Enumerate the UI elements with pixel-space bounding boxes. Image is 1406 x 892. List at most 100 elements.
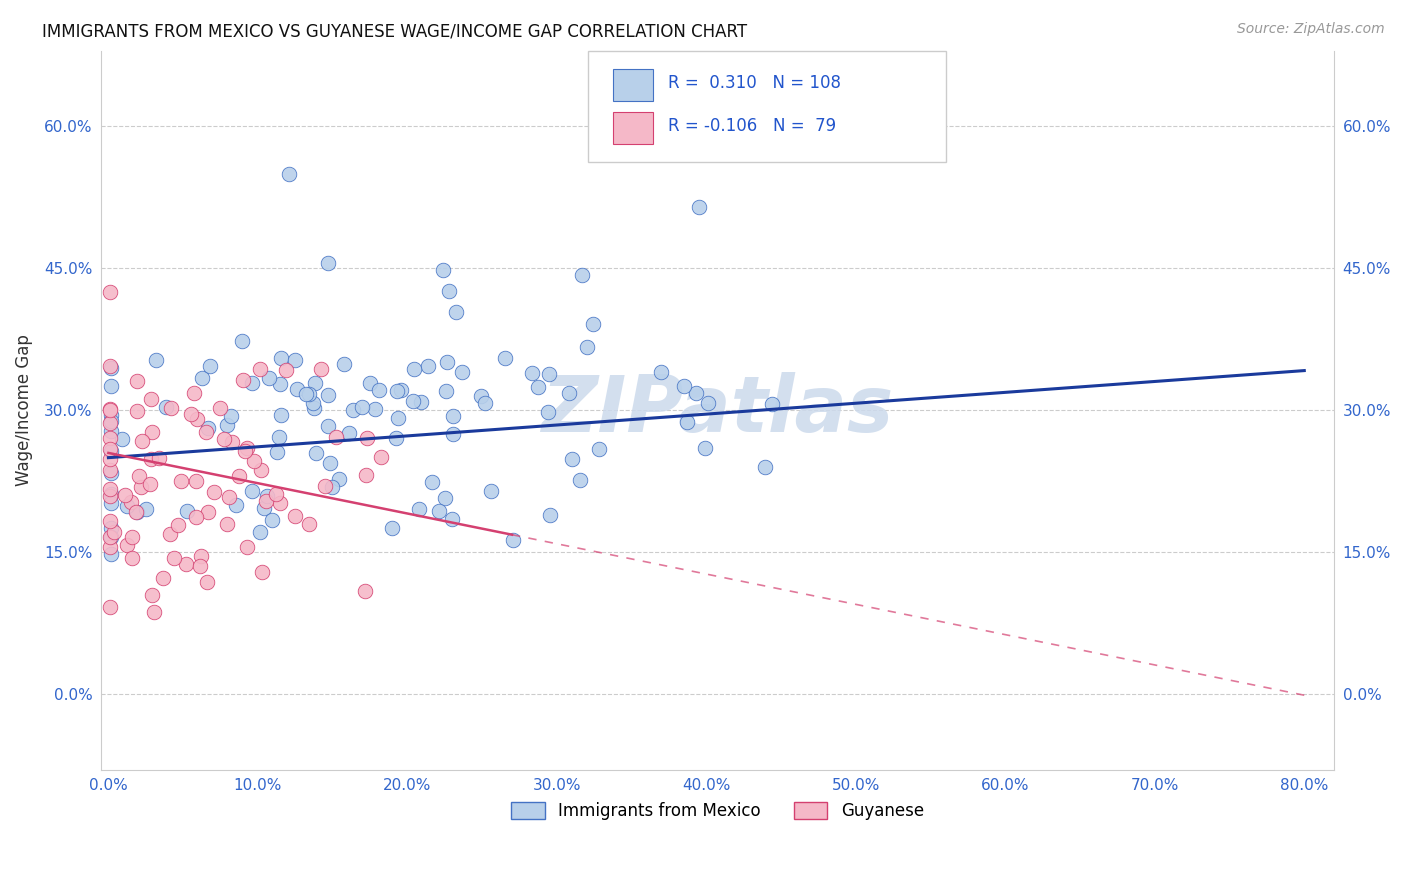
Point — [141, 425, 163, 439]
Point — [148, 451, 170, 466]
Point — [143, 606, 166, 620]
Point — [240, 483, 263, 498]
Point — [571, 268, 593, 282]
Point — [576, 340, 599, 354]
Point — [215, 417, 238, 432]
Point — [439, 284, 461, 298]
Point — [266, 444, 288, 458]
Point — [100, 378, 122, 392]
Point — [270, 351, 292, 365]
Point — [370, 450, 392, 464]
Point — [444, 304, 467, 318]
Point — [479, 484, 502, 499]
Point — [141, 588, 163, 602]
Point — [582, 317, 605, 331]
Point — [100, 425, 122, 439]
Point — [363, 402, 385, 417]
Point — [561, 452, 583, 467]
Point — [385, 384, 408, 398]
Point — [675, 415, 697, 429]
Point — [218, 490, 240, 504]
Point — [278, 167, 301, 181]
Point — [538, 508, 561, 522]
Point — [416, 359, 439, 373]
Point — [432, 262, 454, 277]
Text: R =  0.310   N = 108: R = 0.310 N = 108 — [668, 74, 841, 92]
Point — [125, 505, 148, 519]
Point — [212, 432, 235, 446]
Point — [195, 575, 218, 590]
Point — [100, 360, 122, 375]
Point — [304, 401, 326, 415]
Point — [754, 459, 776, 474]
Point — [269, 430, 291, 444]
Point — [441, 409, 464, 423]
Point — [249, 362, 271, 376]
Point — [408, 502, 430, 516]
Point — [176, 504, 198, 518]
Point — [328, 473, 350, 487]
Point — [314, 478, 336, 492]
Point — [309, 362, 332, 376]
Point — [367, 383, 389, 397]
Point — [98, 416, 121, 430]
Point — [342, 403, 364, 417]
Point — [100, 548, 122, 562]
Point — [257, 371, 280, 385]
Point — [294, 386, 316, 401]
Point — [184, 474, 207, 488]
Point — [305, 446, 328, 460]
Point — [420, 475, 443, 489]
Point — [115, 499, 138, 513]
Point — [276, 363, 298, 377]
Point — [180, 407, 202, 421]
Point — [125, 404, 148, 418]
Point — [434, 491, 457, 505]
Point — [162, 550, 184, 565]
Point — [114, 488, 136, 502]
Point — [236, 541, 259, 555]
Text: ZIPatlas: ZIPatlas — [541, 372, 894, 449]
Point — [139, 476, 162, 491]
Point — [98, 489, 121, 503]
FancyBboxPatch shape — [588, 51, 946, 162]
Point — [318, 418, 340, 433]
Point — [129, 480, 152, 494]
Point — [284, 353, 307, 368]
Point — [325, 430, 347, 444]
Point — [98, 452, 121, 467]
Point — [100, 466, 122, 480]
Point — [208, 401, 231, 416]
Point — [318, 388, 340, 402]
Point — [249, 463, 271, 477]
Point — [254, 493, 277, 508]
Point — [301, 396, 323, 410]
Point — [558, 385, 581, 400]
Point — [98, 482, 121, 496]
Point — [98, 403, 121, 417]
Point — [202, 485, 225, 500]
Point — [111, 432, 134, 446]
Point — [121, 530, 143, 544]
Point — [183, 386, 205, 401]
Text: R = -0.106   N =  79: R = -0.106 N = 79 — [668, 117, 837, 136]
Point — [217, 516, 239, 531]
Point — [761, 397, 783, 411]
Point — [356, 432, 378, 446]
Point — [693, 441, 716, 455]
Point — [381, 521, 404, 535]
Point — [697, 396, 720, 410]
Point — [120, 495, 142, 509]
Point — [298, 516, 321, 531]
Point — [434, 384, 457, 399]
Point — [125, 505, 148, 519]
Y-axis label: Wage/Income Gap: Wage/Income Gap — [15, 334, 32, 486]
Point — [98, 442, 121, 457]
Point — [520, 366, 543, 380]
Point — [221, 435, 243, 450]
Point — [131, 434, 153, 448]
Point — [98, 540, 121, 554]
Legend: Immigrants from Mexico, Guyanese: Immigrants from Mexico, Guyanese — [505, 795, 931, 826]
Point — [269, 377, 291, 392]
Point — [100, 530, 122, 544]
